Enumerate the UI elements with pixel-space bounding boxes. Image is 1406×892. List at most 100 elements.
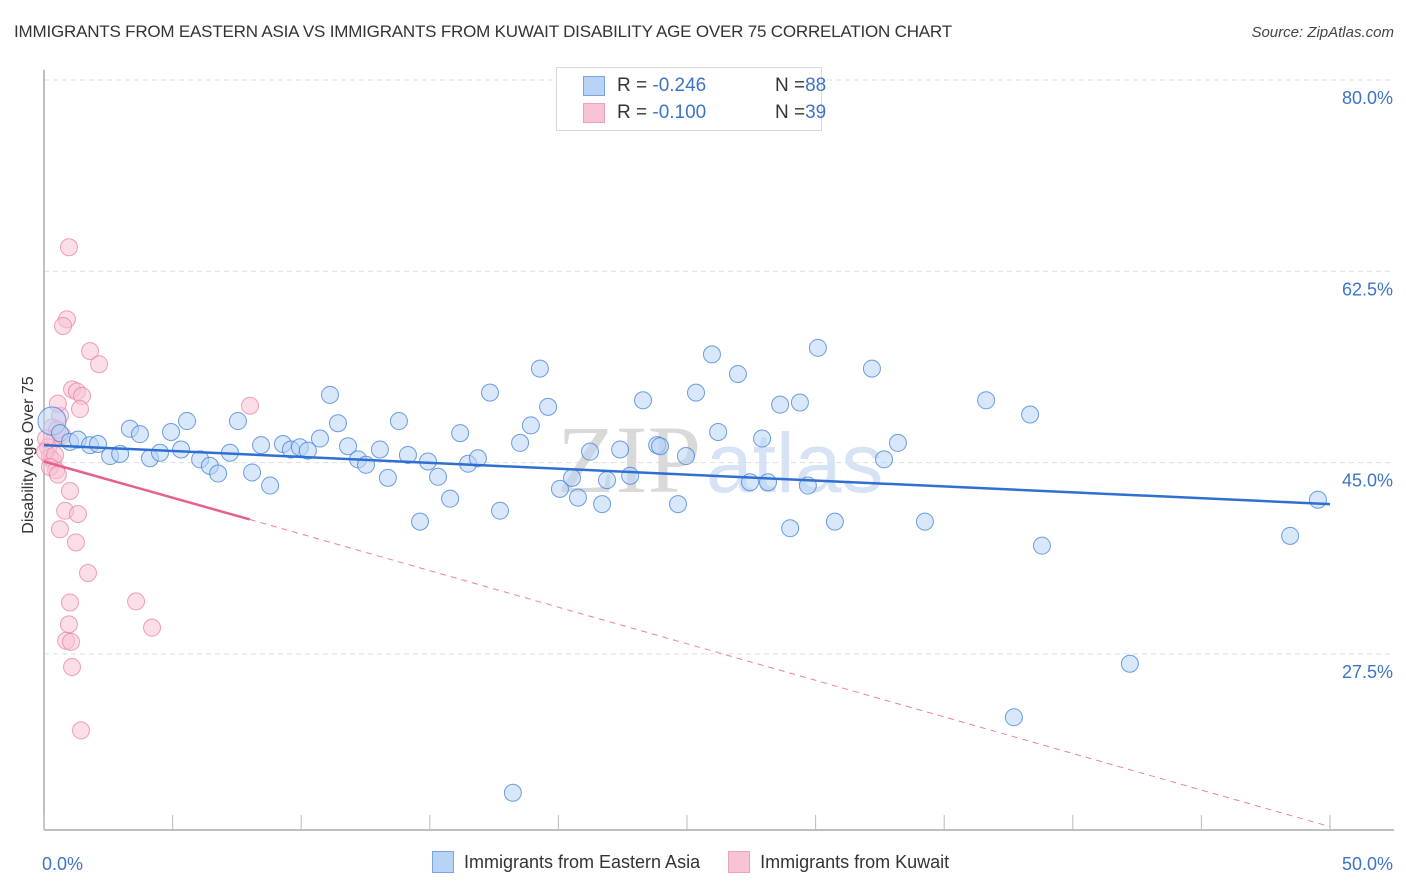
data-point-eastern-asia bbox=[441, 489, 460, 508]
data-point-eastern-asia bbox=[781, 519, 800, 538]
data-point-eastern-asia bbox=[702, 345, 721, 364]
data-point-eastern-asia bbox=[530, 359, 549, 378]
data-point-eastern-asia bbox=[321, 385, 340, 404]
data-point-eastern-asia bbox=[162, 422, 181, 441]
x-tick-labels: 0.0% 50.0% bbox=[42, 854, 1393, 874]
data-point-kuwait bbox=[143, 618, 162, 637]
data-point-kuwait bbox=[66, 533, 85, 552]
legend-swatch-pink bbox=[583, 103, 605, 123]
data-point-eastern-asia bbox=[1308, 490, 1327, 509]
data-point-eastern-asia bbox=[825, 512, 844, 531]
data-point-eastern-asia bbox=[753, 429, 772, 448]
data-point-kuwait bbox=[90, 355, 109, 374]
data-point-eastern-asia bbox=[915, 512, 934, 531]
legend-swatch-blue bbox=[583, 76, 605, 96]
data-point-eastern-asia bbox=[172, 440, 191, 459]
data-point-eastern-asia bbox=[759, 473, 778, 492]
data-point-eastern-asia bbox=[611, 440, 630, 459]
legend-n-value: 39 bbox=[805, 102, 827, 123]
data-point-eastern-asia bbox=[310, 429, 329, 448]
data-point-eastern-asia bbox=[389, 412, 408, 431]
legend-r-label: R = bbox=[617, 75, 653, 96]
data-point-eastern-asia bbox=[668, 495, 687, 514]
trend-line-eastern-asia bbox=[43, 443, 1331, 506]
data-point-kuwait bbox=[59, 615, 78, 634]
trend-lines bbox=[43, 443, 1331, 828]
data-point-kuwait bbox=[60, 593, 79, 612]
legend-n-label: N = bbox=[775, 102, 806, 123]
data-point-eastern-asia bbox=[130, 425, 149, 444]
data-point-eastern-asia bbox=[687, 383, 706, 402]
data-point-eastern-asia bbox=[243, 463, 262, 482]
data-point-kuwait bbox=[127, 592, 146, 611]
data-point-eastern-asia bbox=[150, 443, 169, 462]
legend-item-kuwait[interactable]: Immigrants from Kuwait bbox=[728, 851, 949, 873]
data-point-eastern-asia bbox=[378, 468, 397, 487]
y-tick-label: 62.5% bbox=[1342, 279, 1393, 299]
trend-line-kuwait bbox=[43, 460, 251, 521]
legend-r-value: -0.246 bbox=[652, 75, 707, 96]
data-point-kuwait bbox=[72, 721, 91, 740]
data-point-eastern-asia bbox=[252, 436, 271, 455]
data-point-eastern-asia bbox=[1021, 405, 1040, 424]
data-point-kuwait bbox=[50, 520, 69, 539]
data-point-kuwait bbox=[59, 238, 78, 257]
data-point-kuwait bbox=[63, 658, 82, 677]
legend-label: Immigrants from Kuwait bbox=[760, 851, 950, 872]
x-tick-label: 50.0% bbox=[1342, 854, 1393, 874]
data-point-eastern-asia bbox=[1281, 526, 1300, 545]
data-point-eastern-asia bbox=[598, 471, 617, 490]
y-tick-label: 45.0% bbox=[1342, 471, 1393, 491]
stats-legend: R = -0.246 N = 88 R = -0.100 N = 39 bbox=[556, 67, 826, 131]
watermark: ZIP atlas bbox=[557, 406, 883, 513]
data-point-eastern-asia bbox=[862, 359, 881, 378]
data-point-kuwait bbox=[71, 400, 90, 419]
series-kuwait bbox=[36, 238, 260, 740]
data-point-eastern-asia bbox=[1120, 654, 1139, 673]
data-point-eastern-asia bbox=[550, 479, 569, 498]
legend-n-label: N = bbox=[775, 75, 806, 96]
data-point-kuwait bbox=[81, 342, 100, 361]
data-point-eastern-asia bbox=[977, 391, 996, 410]
legend-r-label: R = bbox=[617, 102, 653, 123]
y-tick-labels: 80.0% 62.5% 45.0% 27.5% bbox=[1342, 88, 1393, 682]
legend-r-value: -0.100 bbox=[652, 102, 707, 123]
data-point-eastern-asia bbox=[451, 424, 470, 443]
data-point-eastern-asia bbox=[709, 422, 728, 441]
data-point-eastern-asia bbox=[511, 433, 530, 452]
series-legend: Immigrants from Eastern Asia Immigrants … bbox=[432, 851, 977, 873]
data-point-eastern-asia bbox=[209, 464, 228, 483]
legend-row-eastern-asia: R = -0.246 N = 88 bbox=[583, 74, 826, 98]
data-point-kuwait bbox=[48, 465, 67, 484]
y-tick-label: 27.5% bbox=[1342, 662, 1393, 682]
data-point-eastern-asia bbox=[339, 437, 358, 456]
data-point-eastern-asia bbox=[539, 397, 558, 416]
watermark-atlas: atlas bbox=[706, 416, 883, 510]
data-point-eastern-asia bbox=[491, 501, 510, 520]
data-point-eastern-asia bbox=[650, 437, 669, 456]
gridlines bbox=[44, 79, 1394, 655]
data-point-eastern-asia bbox=[228, 412, 247, 431]
data-point-eastern-asia bbox=[411, 512, 430, 531]
data-point-eastern-asia bbox=[178, 412, 197, 431]
source-label: Source: ZipAtlas.com bbox=[1251, 24, 1394, 41]
data-point-eastern-asia bbox=[398, 445, 417, 464]
data-point-eastern-asia bbox=[1032, 536, 1051, 555]
data-point-eastern-asia bbox=[676, 447, 695, 466]
data-point-eastern-asia bbox=[328, 414, 347, 433]
data-point-eastern-asia bbox=[298, 441, 317, 460]
data-point-kuwait bbox=[62, 632, 81, 651]
x-tick-label: 0.0% bbox=[42, 854, 83, 874]
legend-swatch-blue bbox=[432, 851, 454, 873]
data-point-eastern-asia bbox=[568, 488, 587, 507]
legend-swatch-pink bbox=[728, 851, 751, 873]
data-point-kuwait bbox=[54, 316, 73, 335]
series-eastern-asia bbox=[37, 338, 1327, 802]
legend-item-eastern-asia[interactable]: Immigrants from Eastern Asia bbox=[432, 851, 700, 873]
data-point-eastern-asia bbox=[634, 391, 653, 410]
data-point-eastern-asia bbox=[728, 365, 747, 384]
data-point-eastern-asia bbox=[790, 393, 809, 412]
data-point-kuwait bbox=[241, 396, 260, 415]
trend-line-kuwait-extension bbox=[249, 518, 1331, 828]
